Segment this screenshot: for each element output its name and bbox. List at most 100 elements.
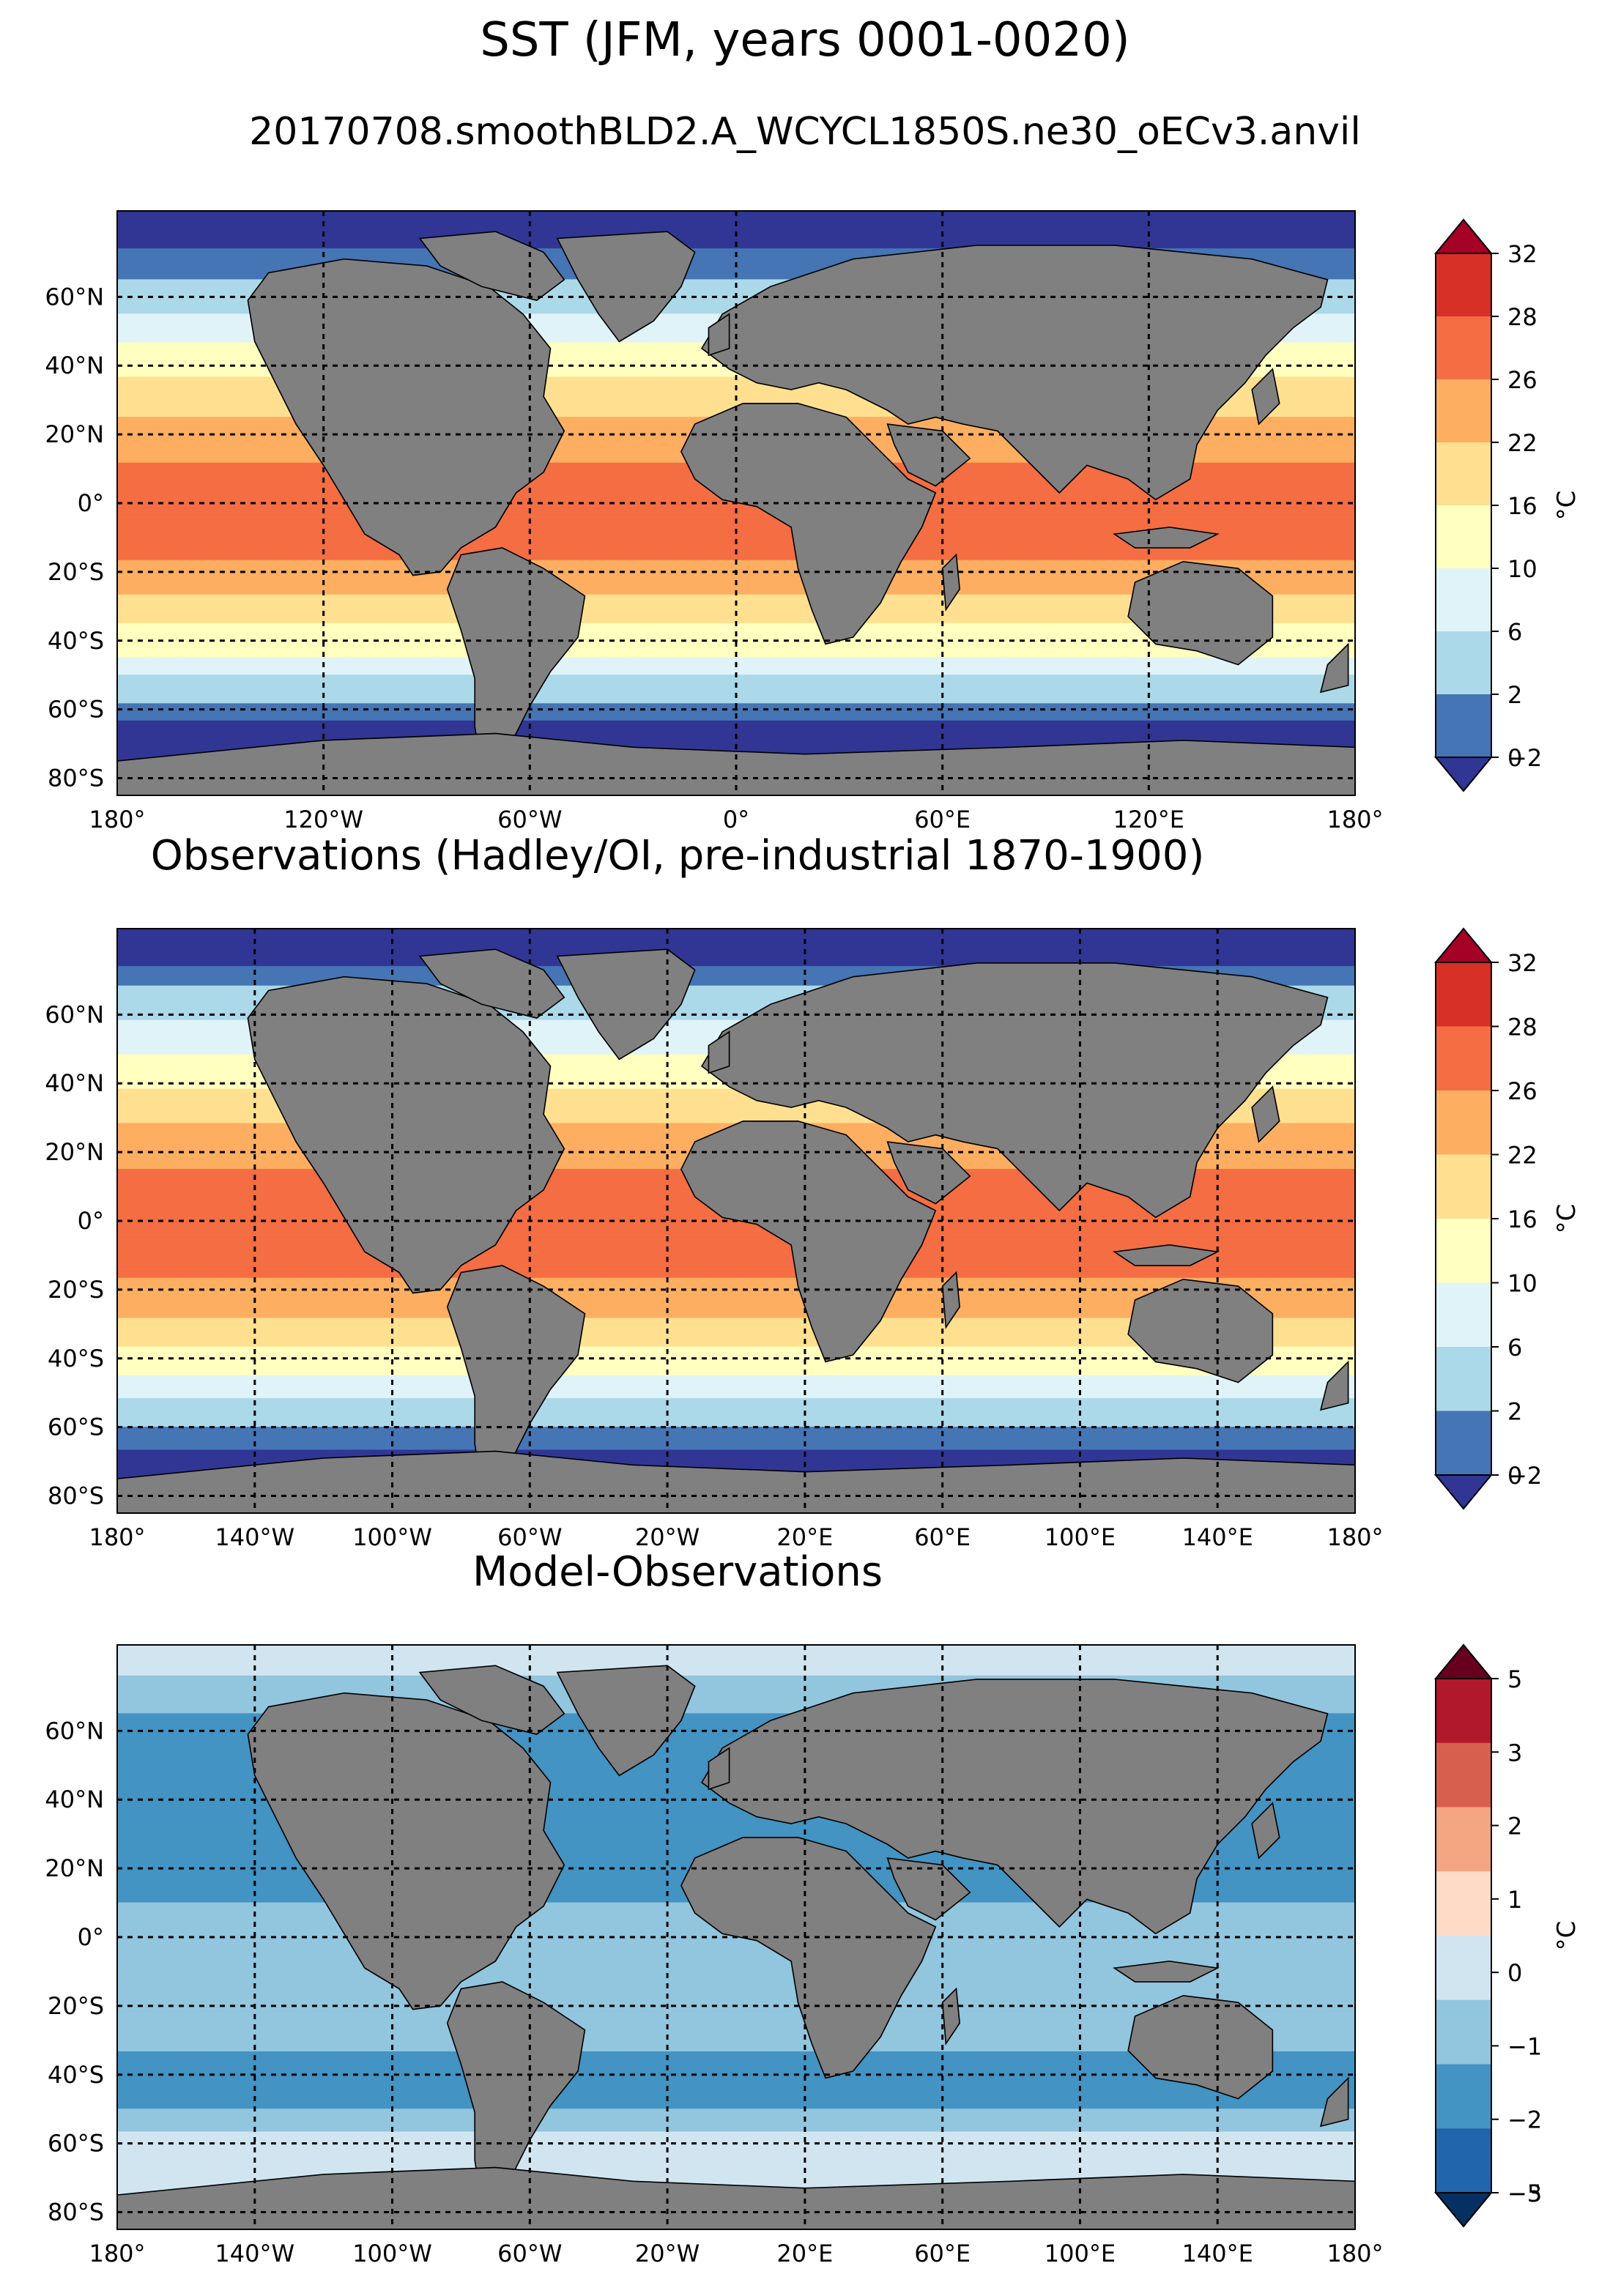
colorbar-swatch — [1436, 568, 1491, 632]
contour-band — [117, 945, 1355, 954]
colorbar-swatch — [1436, 1871, 1491, 1936]
contour-band — [117, 1983, 1355, 1989]
contour-band — [117, 1369, 1355, 1376]
y-tick-label: 60°S — [48, 2130, 104, 2158]
colorbar-swatch — [1436, 1411, 1491, 1476]
colorbar-swatch — [1436, 1807, 1491, 1872]
contour-band — [117, 1942, 1355, 1950]
contour-band — [117, 1654, 1355, 1662]
x-tick-label: 140°W — [215, 1523, 294, 1551]
contour-band — [117, 1953, 1355, 1961]
colorbar-tick-label: 10 — [1507, 1270, 1537, 1298]
contour-band — [117, 2109, 1355, 2116]
colorbar-swatch — [1436, 1219, 1491, 1283]
contour-band — [117, 2034, 1355, 2041]
contour-band — [117, 1289, 1355, 1296]
contour-band — [117, 1323, 1355, 1331]
contour-band — [117, 617, 1355, 624]
contour-band — [117, 1438, 1355, 1445]
contour-band — [117, 1364, 1355, 1370]
x-tick-label: 120°E — [1113, 806, 1184, 833]
contour-band — [117, 1318, 1355, 1325]
contour-band — [117, 514, 1355, 521]
contour-band — [117, 399, 1355, 406]
contour-band — [117, 1329, 1355, 1336]
y-tick-label: 40°S — [48, 2061, 104, 2089]
x-tick-label: 60°W — [497, 806, 562, 833]
x-tick-label: 20°E — [776, 2240, 833, 2267]
contour-band — [117, 1977, 1355, 1984]
contour-band — [117, 1266, 1355, 1273]
colorbar-tick-label: 2 — [1507, 1398, 1522, 1426]
contour-band — [117, 2057, 1355, 2064]
contour-band — [117, 531, 1355, 538]
contour-band — [117, 1965, 1355, 1972]
contour-band — [117, 1988, 1355, 1995]
contour-band — [117, 1833, 1355, 1840]
contour-band — [117, 388, 1355, 395]
contour-band — [117, 1403, 1355, 1411]
colorbar-swatch — [1436, 2128, 1491, 2193]
contour-band — [117, 1827, 1355, 1835]
contour-band — [117, 594, 1355, 601]
colorbar-swatch — [1436, 1347, 1491, 1411]
contour-band — [117, 938, 1355, 946]
x-tick-label: 180° — [1327, 806, 1383, 833]
contour-band — [117, 1645, 1355, 1657]
contour-band — [117, 1822, 1355, 1829]
y-tick-label: 20°S — [48, 1276, 104, 1304]
contour-band — [117, 1271, 1355, 1279]
contour-band — [117, 2160, 1355, 2167]
colorbar-tick-label: −2 — [1507, 744, 1542, 772]
contour-band — [117, 1449, 1355, 1457]
contour-band — [117, 1971, 1355, 1978]
y-tick-label: 60°N — [45, 1717, 104, 1745]
contour-band — [117, 2171, 1355, 2179]
contour-band — [117, 1816, 1355, 1824]
contour-band — [117, 985, 1355, 992]
contour-band — [117, 2114, 1355, 2121]
contour-band — [117, 583, 1355, 590]
contour-band — [117, 1392, 1355, 1400]
contour-band — [117, 966, 1355, 974]
contour-band — [117, 554, 1355, 561]
contour-band — [117, 952, 1355, 960]
x-tick-label: 100°W — [352, 1523, 432, 1551]
contour-band — [117, 2137, 1355, 2144]
map-panel-3: 180° 140°W 100°W 60°W 20°W 20°E 60°E 100°E 140°E… — [45, 1644, 1384, 2267]
map-panel-1: 180° 120°W 60°W 0° 60°E 120°E 180° 60°N 40°N 20°N… — [45, 210, 1384, 833]
contour-band — [117, 1295, 1355, 1302]
contour-band — [117, 1936, 1355, 1944]
contour-band — [117, 1730, 1355, 1737]
contour-band — [117, 1111, 1355, 1118]
contour-band — [117, 1725, 1355, 1731]
colorbar-label: °C — [1552, 1921, 1581, 1951]
contour-band — [117, 2103, 1355, 2110]
contour-band — [117, 211, 1355, 223]
panel-3-title: Model-Observations — [472, 1548, 883, 1596]
y-tick-label: 60°N — [45, 283, 104, 311]
contour-band — [117, 2080, 1355, 2087]
contour-band — [117, 606, 1355, 613]
contour-band — [117, 1358, 1355, 1365]
figure-title: SST (JFM, years 0001-0020) — [480, 13, 1130, 67]
x-tick-label: 20°E — [776, 1523, 833, 1551]
contour-band — [117, 2068, 1355, 2076]
contour-band — [117, 2131, 1355, 2139]
contour-band — [117, 1277, 1355, 1285]
contour-band — [117, 1306, 1355, 1313]
colorbar-swatch — [1436, 1154, 1491, 1219]
colorbar-extend-min — [1433, 2192, 1494, 2228]
colorbar-tick-label: 2 — [1507, 681, 1522, 709]
x-tick-label: 60°E — [914, 2240, 971, 2267]
contour-band — [117, 2119, 1355, 2127]
colorbar-tick-label: 26 — [1507, 1077, 1537, 1105]
contour-band — [117, 1220, 1355, 1227]
colorbar-tick-label: −2 — [1507, 1462, 1542, 1490]
colorbar-tick-label: 0 — [1507, 1462, 1522, 1490]
y-tick-label: 60°S — [48, 1413, 104, 1441]
x-tick-label: 140°W — [215, 2240, 294, 2267]
x-tick-label: 180° — [1327, 2240, 1383, 2267]
x-tick-label: 100°E — [1045, 2240, 1116, 2267]
